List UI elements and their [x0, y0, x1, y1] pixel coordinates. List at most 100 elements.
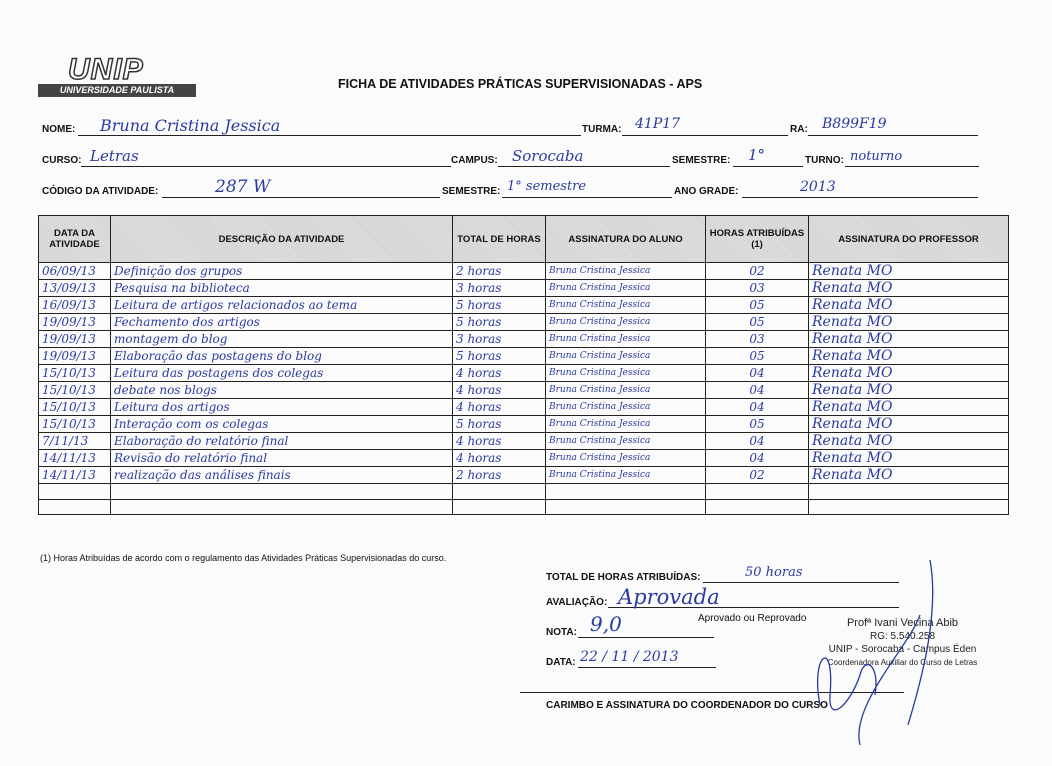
codigo-label: CÓDIGO DA ATIVIDADE: — [42, 186, 159, 197]
cell-total-hours: 4 horas — [452, 398, 546, 416]
cell-professor-signature — [808, 483, 1009, 500]
cell-date: 7/11/13 — [38, 432, 111, 450]
cell-description: debate nos blogs — [110, 381, 453, 399]
cell-total-hours: 2 horas — [452, 466, 546, 484]
cell-assigned-hours: 04 — [705, 381, 809, 399]
cell-assigned-hours: 04 — [705, 432, 809, 450]
cell-description: Fechamento dos artigos — [110, 313, 453, 331]
avaliacao-hint: Aprovado ou Reprovado — [698, 613, 807, 624]
cell-date — [38, 498, 111, 516]
cell-total-hours: 3 horas — [452, 279, 546, 297]
cell-student-signature: Bruna Cristina Jessica — [545, 279, 706, 297]
cell-date: 15/10/13 — [38, 398, 111, 416]
table-row: 16/09/13 Leitura de artigos relacionados … — [38, 296, 1009, 314]
cell-student-signature: Bruna Cristina Jessica — [545, 398, 706, 416]
cell-total-hours: 4 horas — [452, 449, 546, 467]
cell-professor-signature: Renata MO — [808, 432, 1009, 450]
table-row: 15/10/13 Leitura dos artigos 4 horas Bruna … — [38, 398, 1009, 416]
cell-student-signature — [545, 498, 706, 516]
cell-assigned-hours: 04 — [705, 449, 809, 467]
turma-value: 41P17 — [635, 116, 681, 132]
cell-professor-signature: Renata MO — [808, 398, 1009, 416]
cell-description — [110, 498, 453, 516]
codigo-value: 287 W — [215, 177, 271, 197]
campus-label: CAMPUS: — [451, 155, 498, 166]
header-descricao: DESCRIÇÃO DA ATIVIDADE — [110, 215, 453, 263]
footnote: (1) Horas Atribuídas de acordo com o reg… — [40, 553, 447, 563]
form-title: FICHA DE ATIVIDADES PRÁTICAS SUPERVISION… — [338, 77, 703, 91]
cell-assigned-hours: 03 — [705, 330, 809, 348]
cell-student-signature: Bruna Cristina Jessica — [545, 432, 706, 450]
table-row: 06/09/13 Definição dos grupos 2 horas Bruna… — [38, 262, 1009, 280]
semestre-value: 1° — [748, 146, 766, 164]
table-row: 19/09/13 Fechamento dos artigos 5 horas Bru… — [38, 313, 1009, 331]
cell-professor-signature: Renata MO — [808, 296, 1009, 314]
cell-description — [110, 483, 453, 500]
ano-grade-value: 2013 — [800, 179, 836, 195]
nota-label: NOTA: — [546, 627, 577, 638]
avaliacao-label: AVALIAÇÃO: — [546, 597, 608, 608]
cell-professor-signature: Renata MO — [808, 330, 1009, 348]
cell-professor-signature: Renata MO — [808, 313, 1009, 331]
cell-total-hours — [452, 498, 546, 516]
cell-date: 06/09/13 — [38, 262, 111, 280]
cell-date: 13/09/13 — [38, 279, 111, 297]
cell-description: realização das análises finais — [110, 466, 453, 484]
cell-date: 15/10/13 — [38, 381, 111, 399]
cell-professor-signature: Renata MO — [808, 262, 1009, 280]
table-row: 15/10/13 debate nos blogs 4 horas Bruna Cri… — [38, 381, 1009, 399]
cell-assigned-hours: 05 — [705, 347, 809, 365]
cell-student-signature: Bruna Cristina Jessica — [545, 466, 706, 484]
cell-assigned-hours — [705, 483, 809, 500]
ano-grade-label: ANO GRADE: — [674, 186, 739, 197]
cell-date — [38, 483, 111, 500]
cell-assigned-hours: 05 — [705, 415, 809, 433]
cell-assigned-hours — [705, 498, 809, 516]
data-label: DATA: — [546, 657, 576, 668]
cell-date: 14/11/13 — [38, 449, 111, 467]
cell-total-hours: 4 horas — [452, 432, 546, 450]
cell-student-signature: Bruna Cristina Jessica — [545, 330, 706, 348]
header-assinatura-professor: ASSINATURA DO PROFESSOR — [808, 215, 1009, 263]
cell-professor-signature: Renata MO — [808, 466, 1009, 484]
cell-description: Leitura de artigos relacionados ao tema — [110, 296, 453, 314]
cell-student-signature: Bruna Cristina Jessica — [545, 347, 706, 365]
cell-description: Leitura das postagens dos colegas — [110, 364, 453, 382]
data-value: 22 / 11 / 2013 — [580, 649, 679, 665]
table-row: 19/09/13 Elaboração das postagens do blog… — [38, 347, 1009, 365]
cell-date: 19/09/13 — [38, 330, 111, 348]
cell-description: Revisão do relatório final — [110, 449, 453, 467]
nota-value: 9,0 — [590, 612, 622, 636]
table-row: 15/10/13 Interação com os colegas 5 horas B… — [38, 415, 1009, 433]
cell-assigned-hours: 04 — [705, 364, 809, 382]
cell-assigned-hours: 04 — [705, 398, 809, 416]
table-row: 19/09/13 montagem do blog 3 horas Bruna Cri… — [38, 330, 1009, 348]
table-row: 14/11/13 realização das análises finais 2 … — [38, 466, 1009, 484]
cell-professor-signature: Renata MO — [808, 279, 1009, 297]
cell-student-signature: Bruna Cristina Jessica — [545, 296, 706, 314]
cell-assigned-hours: 05 — [705, 296, 809, 314]
cell-description: Elaboração do relatório final — [110, 432, 453, 450]
header-horas-atribuidas: HORAS ATRIBUÍDAS (1) — [705, 215, 809, 263]
cell-total-hours: 3 horas — [452, 330, 546, 348]
nome-label: NOME: — [42, 124, 76, 135]
activities-table: DATA DA ATIVIDADE DESCRIÇÃO DA ATIVIDADE… — [38, 215, 1009, 516]
cell-description: Leitura dos artigos — [110, 398, 453, 416]
turno-label: TURNO: — [805, 155, 844, 166]
cell-professor-signature: Renata MO — [808, 415, 1009, 433]
cell-total-hours: 5 horas — [452, 415, 546, 433]
header-total-horas: TOTAL DE HORAS — [452, 215, 546, 263]
cell-total-hours: 2 horas — [452, 262, 546, 280]
cell-professor-signature: Renata MO — [808, 381, 1009, 399]
cell-date: 15/10/13 — [38, 364, 111, 382]
cell-assigned-hours: 02 — [705, 262, 809, 280]
semestre2-label: SEMESTRE: — [442, 186, 501, 197]
cell-total-hours: 5 horas — [452, 313, 546, 331]
cell-student-signature: Bruna Cristina Jessica — [545, 381, 706, 399]
cell-student-signature: Bruna Cristina Jessica — [545, 415, 706, 433]
semestre-label: SEMESTRE: — [672, 155, 731, 166]
cell-total-hours: 4 horas — [452, 381, 546, 399]
total-label: TOTAL DE HORAS ATRIBUÍDAS: — [546, 572, 701, 583]
coordinator-label: CARIMBO E ASSINATURA DO COORDENADOR DO C… — [546, 700, 828, 711]
